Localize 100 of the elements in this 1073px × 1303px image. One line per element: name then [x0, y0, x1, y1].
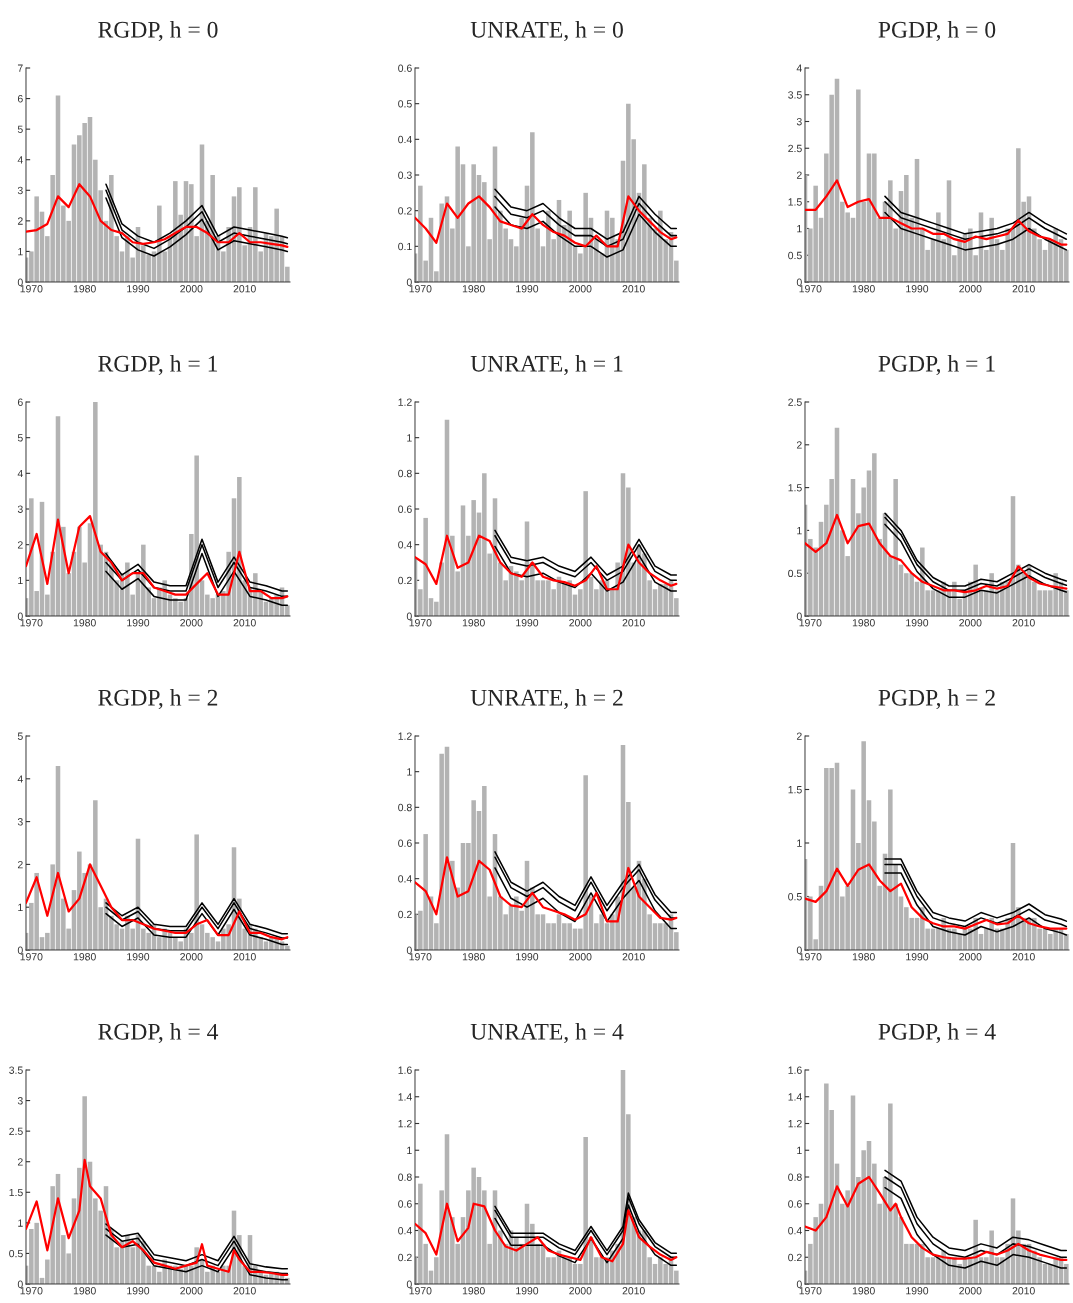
y-tick-label: 3	[17, 1097, 23, 1105]
y-tick-label: 4	[17, 469, 23, 478]
x-tick-label: 1970	[20, 285, 43, 293]
x-tick-label: 2000	[959, 953, 982, 961]
x-tick-label: 2000	[569, 1287, 592, 1295]
x-tick-label: 1970	[799, 285, 822, 293]
y-tick-label: 2	[796, 171, 802, 179]
y-tick-label: 0	[796, 946, 802, 954]
y-tick-label: 1.2	[398, 1120, 412, 1128]
y-tick-label: 1	[18, 248, 23, 256]
y-tick-label: 0.4	[398, 1227, 412, 1235]
x-tick-label: 2010	[1012, 953, 1035, 961]
y-tick-label: 1.5	[9, 1188, 23, 1197]
chart-title: PGDP, h = 0	[878, 21, 996, 42]
x-tick-label: 2010	[233, 285, 256, 293]
y-tick-label: 0.2	[398, 576, 412, 585]
y-tick-label: 0	[17, 278, 23, 286]
y-tick-label: 0.8	[398, 469, 412, 478]
x-tick-label: 1970	[799, 1287, 822, 1295]
x-tick-label: 1970	[799, 953, 822, 961]
chart-title: PGDP, h = 4	[878, 1023, 996, 1044]
y-tick-label: 0	[796, 612, 802, 620]
y-tick-label: 4	[17, 775, 23, 783]
y-tick-label: 3.5	[788, 91, 802, 99]
x-tick-label: 1970	[409, 953, 432, 961]
x-tick-label: 1970	[409, 285, 432, 293]
y-tick-label: 0.8	[398, 803, 412, 812]
y-tick-label: 2.5	[788, 398, 802, 406]
x-tick-label: 2010	[233, 1287, 256, 1295]
x-tick-label: 2000	[569, 619, 592, 627]
y-tick-label: 0.4	[398, 875, 412, 883]
chart-title: PGDP, h = 1	[878, 355, 995, 376]
y-tick-label: 3	[17, 505, 23, 513]
y-tick-label: 0	[17, 1280, 23, 1288]
y-tick-label: 3.5	[9, 1066, 23, 1074]
x-tick-label: 1990	[906, 1287, 929, 1295]
x-tick-label: 1980	[852, 285, 875, 293]
y-tick-label: 0.2	[398, 1253, 412, 1262]
x-tick-label: 1980	[73, 619, 96, 627]
x-tick-label: 2010	[622, 619, 645, 627]
y-tick-label: 1.2	[398, 732, 412, 740]
x-tick-label: 2010	[622, 1287, 645, 1295]
y-tick-label: 3	[17, 186, 23, 195]
x-tick-label: 2000	[180, 619, 203, 627]
x-tick-label: 1990	[127, 619, 150, 627]
x-tick-label: 1970	[799, 619, 822, 627]
y-tick-label: 0.6	[398, 505, 412, 513]
y-tick-label: 0.5	[788, 251, 802, 260]
y-tick-label: 0.6	[788, 1200, 802, 1208]
x-tick-label: 2010	[1012, 285, 1035, 293]
y-tick-label: 5	[17, 434, 23, 442]
y-tick-label: 1.2	[788, 1120, 802, 1128]
y-tick-label: 4	[796, 64, 802, 72]
x-tick-label: 1970	[20, 619, 43, 627]
x-tick-label: 2000	[180, 1287, 203, 1295]
x-tick-label: 2010	[233, 619, 256, 627]
y-tick-label: 0.4	[398, 135, 412, 144]
y-tick-label: 0	[406, 946, 412, 954]
y-tick-label: 5	[17, 125, 23, 134]
x-tick-label: 1970	[409, 619, 432, 627]
x-tick-label: 1990	[516, 619, 539, 627]
y-tick-label: 1	[18, 1219, 23, 1227]
chart-title: UNRATE, h = 2	[470, 689, 623, 710]
y-tick-label: 7	[17, 64, 23, 72]
y-tick-label: 4	[17, 156, 23, 164]
y-tick-label: 0.5	[398, 100, 412, 108]
x-tick-label: 2010	[622, 285, 645, 293]
y-tick-label: 1.4	[398, 1093, 412, 1101]
x-tick-label: 1980	[852, 953, 875, 961]
x-tick-label: 2010	[1012, 619, 1035, 627]
y-tick-label: 2	[796, 441, 802, 449]
x-tick-label: 1990	[127, 953, 150, 961]
chart-title: RGDP, h = 2	[98, 689, 218, 710]
y-tick-label: 6	[17, 95, 23, 103]
y-tick-label: 0.6	[398, 1200, 412, 1208]
y-tick-label: 0.6	[398, 64, 412, 72]
x-tick-label: 1990	[516, 285, 539, 293]
y-tick-label: 2.5	[788, 144, 802, 153]
y-tick-label: 0.8	[788, 1173, 802, 1181]
y-tick-label: 1.5	[788, 198, 802, 206]
y-tick-label: 0.3	[398, 171, 412, 179]
x-tick-label: 2000	[959, 1287, 982, 1295]
y-tick-label: 0	[796, 278, 802, 286]
y-tick-label: 0.8	[398, 1173, 412, 1181]
chart-title: RGDP, h = 1	[98, 355, 218, 376]
y-tick-label: 5	[17, 732, 23, 740]
y-tick-label: 0	[17, 946, 23, 954]
x-tick-label: 1980	[462, 619, 485, 627]
chart-title: UNRATE, h = 1	[470, 355, 623, 376]
x-tick-label: 1980	[462, 285, 485, 293]
x-tick-label: 2000	[569, 953, 592, 961]
y-tick-label: 1	[797, 225, 802, 233]
x-tick-label: 1990	[127, 1287, 150, 1295]
x-tick-label: 2000	[569, 285, 592, 293]
y-tick-label: 2	[17, 217, 23, 225]
y-tick-label: 0.2	[788, 1253, 802, 1262]
x-tick-label: 1990	[906, 285, 929, 293]
x-tick-label: 1980	[462, 1287, 485, 1295]
x-tick-label: 1980	[852, 1287, 875, 1295]
y-tick-label: 2.5	[9, 1127, 23, 1136]
